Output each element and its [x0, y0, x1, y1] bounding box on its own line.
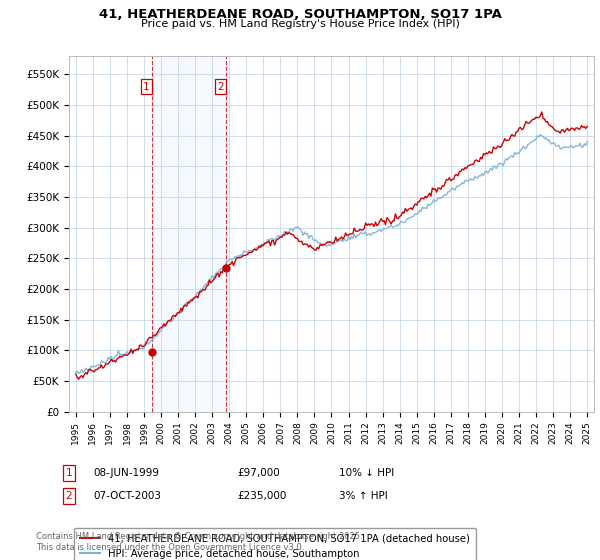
Text: 1: 1 — [143, 82, 150, 92]
Text: 1: 1 — [65, 468, 73, 478]
Text: £235,000: £235,000 — [237, 491, 286, 501]
Text: 41, HEATHERDEANE ROAD, SOUTHAMPTON, SO17 1PA: 41, HEATHERDEANE ROAD, SOUTHAMPTON, SO17… — [98, 8, 502, 21]
Text: 2: 2 — [217, 82, 224, 92]
Text: £97,000: £97,000 — [237, 468, 280, 478]
Text: Price paid vs. HM Land Registry's House Price Index (HPI): Price paid vs. HM Land Registry's House … — [140, 19, 460, 29]
Text: Contains HM Land Registry data © Crown copyright and database right 2025.
This d: Contains HM Land Registry data © Crown c… — [36, 532, 362, 552]
Text: 2: 2 — [65, 491, 73, 501]
Bar — [152, 56, 226, 412]
Text: 07-OCT-2003: 07-OCT-2003 — [93, 491, 161, 501]
Text: 08-JUN-1999: 08-JUN-1999 — [93, 468, 159, 478]
Text: 3% ↑ HPI: 3% ↑ HPI — [339, 491, 388, 501]
Text: 10% ↓ HPI: 10% ↓ HPI — [339, 468, 394, 478]
Legend: 41, HEATHERDEANE ROAD, SOUTHAMPTON, SO17 1PA (detached house), HPI: Average pric: 41, HEATHERDEANE ROAD, SOUTHAMPTON, SO17… — [74, 528, 476, 560]
